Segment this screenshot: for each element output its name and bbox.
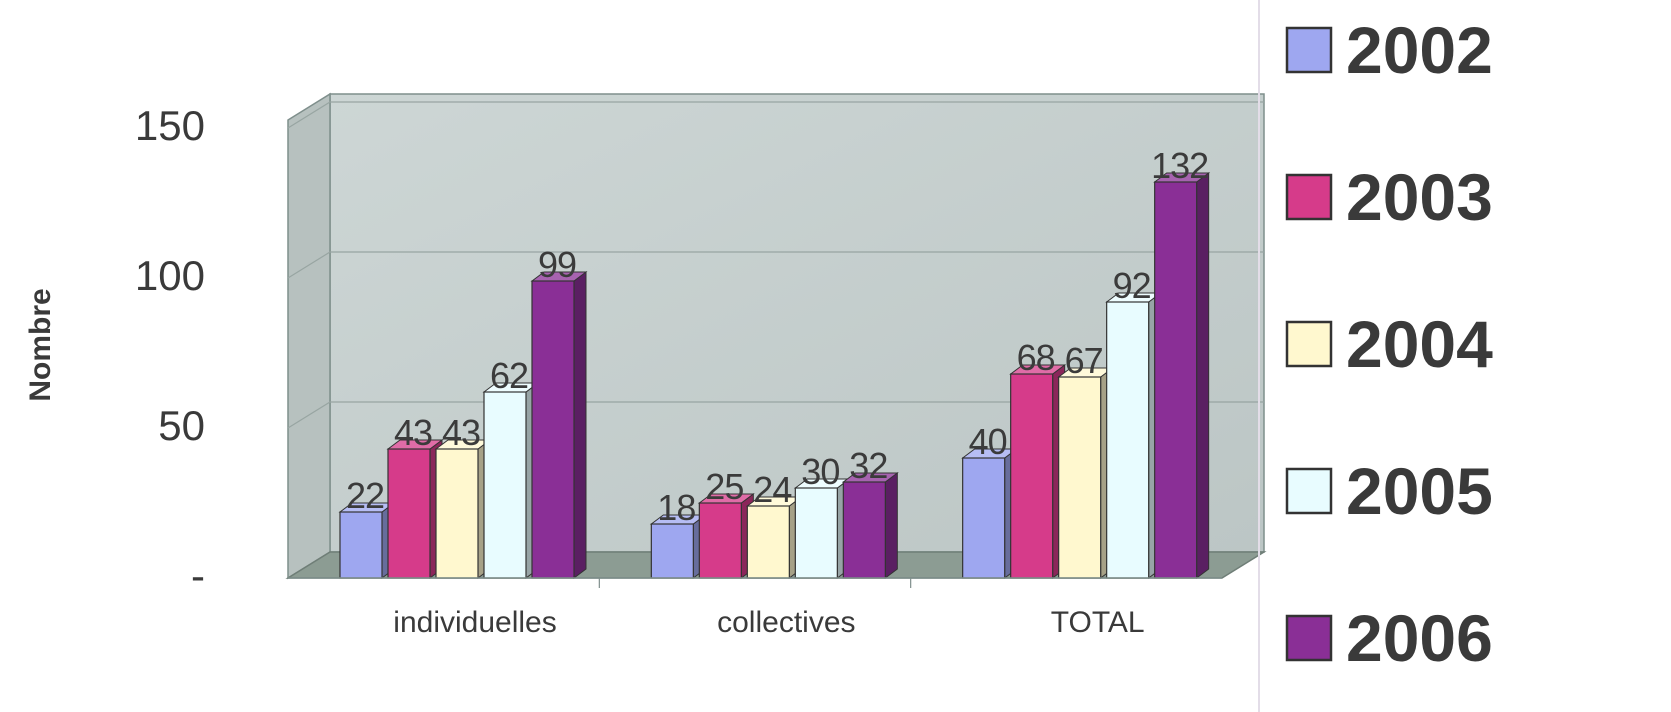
bar [1153, 172, 1211, 579]
bar-front [698, 502, 742, 579]
data-label: 68 [1017, 337, 1055, 378]
bar-front [842, 481, 886, 579]
bar-front [650, 523, 694, 579]
y-tick-label: - [191, 552, 205, 599]
legend-swatch [1285, 467, 1333, 515]
chart-gridlines [287, 101, 1264, 429]
data-label: 67 [1065, 340, 1103, 381]
bar-front [1154, 181, 1198, 579]
gridline [287, 251, 1264, 279]
data-label: 62 [490, 355, 528, 396]
bar-front [1106, 301, 1150, 579]
bar-front [531, 280, 575, 579]
legend-label: 2005 [1346, 454, 1493, 528]
gridline [287, 101, 1264, 129]
data-label: 30 [801, 451, 839, 492]
legend-label: 2003 [1346, 160, 1493, 234]
legend-label: 2004 [1346, 307, 1493, 381]
bar-front [483, 391, 527, 579]
bar [530, 271, 588, 579]
bar-front [387, 448, 431, 579]
data-label: 92 [1113, 265, 1151, 306]
bar-front [794, 487, 838, 579]
bar [434, 439, 492, 579]
data-label: 43 [442, 412, 480, 453]
x-tick-label: TOTAL [1051, 606, 1145, 639]
data-label: 132 [1151, 145, 1208, 186]
bar [961, 448, 1019, 579]
data-label: 22 [346, 475, 384, 516]
bar-side [1196, 172, 1210, 579]
bar-front [339, 511, 383, 579]
bar [793, 478, 851, 579]
bar [841, 472, 899, 579]
y-axis: - 50 100 150 [135, 102, 205, 599]
bar-side [884, 472, 898, 579]
bar [1105, 292, 1163, 579]
legend-divider [1258, 0, 1260, 712]
legend-label: 2002 [1346, 13, 1493, 87]
data-label: 99 [538, 244, 576, 285]
y-tick-label: 50 [158, 402, 205, 449]
bar [386, 439, 444, 579]
legend-label: 2006 [1346, 601, 1493, 675]
chart-side-wall [287, 92, 331, 580]
y-tick-label: 100 [135, 252, 205, 299]
y-tick-label: 150 [135, 102, 205, 149]
x-tick-label: collectives [717, 606, 855, 639]
bar-series-group [338, 172, 1211, 579]
x-axis: individuelles collectives TOTAL [288, 577, 1222, 639]
x-tick-label: individuelles [393, 606, 556, 639]
data-label: 25 [705, 466, 743, 507]
data-label: 32 [849, 445, 887, 486]
bar-front [1010, 373, 1054, 579]
bar [1057, 367, 1115, 579]
bar [482, 382, 540, 579]
bar-front [962, 457, 1006, 579]
legend-swatch [1285, 614, 1333, 662]
y-axis-title: Nombre [24, 288, 57, 401]
data-label: 43 [394, 412, 432, 453]
gridline [287, 401, 1264, 429]
data-label: 40 [969, 421, 1007, 462]
chart-legend: 2002 2003 2004 2005 2006 [1285, 13, 1493, 675]
legend-swatch [1285, 26, 1333, 74]
data-label: 18 [657, 487, 695, 528]
bar-front [1058, 376, 1102, 579]
bar-front [746, 505, 790, 579]
bar-side [573, 271, 587, 579]
data-label: 24 [753, 469, 791, 510]
bar [1009, 364, 1067, 579]
legend-swatch [1285, 320, 1333, 368]
legend-swatch [1285, 173, 1333, 221]
bar-front [435, 448, 479, 579]
